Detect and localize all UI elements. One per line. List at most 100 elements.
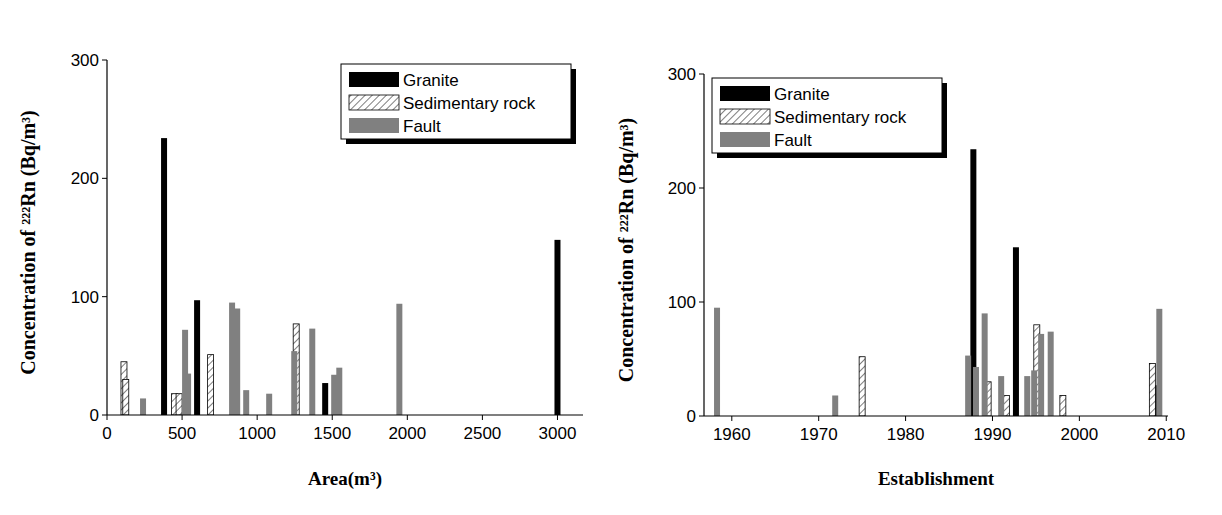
legend-swatch [349, 95, 399, 110]
y-tick [102, 178, 107, 179]
bar [859, 357, 865, 416]
x-tick [107, 415, 108, 420]
bars [714, 149, 1162, 416]
legend: Granite Sedimentary rock Fault [712, 78, 947, 158]
bars [121, 138, 561, 415]
x-tick [407, 415, 408, 420]
x-tick-label: 3000 [539, 424, 577, 443]
bar [185, 374, 191, 415]
bar [234, 309, 240, 416]
x-tick-label: 1970 [800, 425, 838, 444]
x-tick [905, 416, 906, 421]
legend-box [341, 64, 571, 139]
y-tick [102, 296, 107, 297]
x-axis [107, 414, 583, 415]
y-tick [699, 188, 704, 189]
bar [1149, 364, 1155, 416]
bar [1003, 395, 1009, 416]
y-axis-label: Concentration of ²²²Rn (Bq/m³) [17, 110, 40, 375]
bar [229, 303, 235, 415]
x-tick-label: 1500 [313, 424, 351, 443]
y-tick-label: 100 [71, 288, 99, 307]
x-tick-label: 0 [102, 424, 111, 443]
x-tick-label: 1990 [974, 425, 1012, 444]
x-axis-label: Establishment [878, 468, 995, 489]
legend-label: Granite [774, 85, 830, 104]
bar [396, 304, 402, 415]
legend-swatch [349, 72, 399, 87]
bar [266, 394, 272, 415]
y-tick [699, 416, 704, 417]
x-tick-label: 500 [168, 424, 196, 443]
legend-label: Sedimentary rock [774, 108, 907, 127]
y-tick [699, 302, 704, 303]
bar [1024, 376, 1030, 416]
legend-label: Fault [774, 131, 812, 150]
bar [140, 398, 146, 415]
bar [965, 356, 971, 416]
legend-swatch [720, 132, 770, 147]
x-tick [1166, 416, 1167, 421]
y-tick-label: 0 [687, 407, 696, 426]
x-tick-label: 2500 [463, 424, 501, 443]
bar [161, 138, 167, 415]
bar [998, 376, 1004, 416]
x-tick [182, 415, 183, 420]
x-tick-label: 2000 [1060, 425, 1098, 444]
x-tick-label: 2010 [1147, 425, 1185, 444]
x-axis-label: Area(m³) [308, 468, 382, 490]
legend-label: Granite [403, 71, 459, 90]
bar [982, 313, 988, 416]
y-tick [102, 415, 107, 416]
x-tick [557, 415, 558, 420]
x-tick-label: 1000 [238, 424, 276, 443]
bar [1156, 309, 1162, 416]
x-tick [992, 416, 993, 421]
x-tick [731, 416, 732, 421]
bar [1048, 332, 1054, 416]
x-tick [818, 416, 819, 421]
bar [309, 329, 315, 415]
bar [194, 300, 200, 415]
bar [331, 375, 337, 415]
y-tick [102, 60, 107, 61]
chart: 0100200300196019701980199020002010Establ… [615, 65, 1185, 489]
x-tick-label: 1980 [887, 425, 925, 444]
y-axis [106, 60, 107, 415]
legend-swatch [349, 118, 399, 133]
x-tick [482, 415, 483, 420]
chart: 0100200300050010001500200025003000Area(m… [17, 51, 583, 490]
bar [336, 368, 342, 415]
x-tick [332, 415, 333, 420]
y-tick [699, 74, 704, 75]
legend-box [712, 78, 942, 153]
bar [322, 383, 328, 415]
bar [1060, 395, 1066, 416]
x-tick [257, 415, 258, 420]
bar [973, 367, 979, 416]
y-tick-label: 100 [668, 293, 696, 312]
legend-swatch [720, 86, 770, 101]
bar [1031, 370, 1037, 416]
legend-label: Fault [403, 117, 441, 136]
bar [176, 394, 182, 415]
x-tick [1079, 416, 1080, 421]
y-tick-label: 0 [90, 406, 99, 425]
figure: 0100200300050010001500200025003000Area(m… [0, 0, 1222, 515]
y-tick-label: 300 [71, 51, 99, 70]
y-axis [703, 74, 704, 416]
x-tick-label: 2000 [388, 424, 426, 443]
bar [832, 395, 838, 416]
bar [123, 380, 129, 416]
y-tick-label: 300 [668, 65, 696, 84]
x-axis [704, 415, 1168, 416]
y-tick-label: 200 [71, 169, 99, 188]
legend-label: Sedimentary rock [403, 94, 536, 113]
bar [714, 308, 720, 416]
bar [243, 390, 249, 415]
legend: Granite Sedimentary rock Fault [341, 64, 576, 144]
bar [208, 355, 214, 415]
bar [1038, 334, 1044, 416]
bar [1013, 247, 1019, 416]
bar [291, 351, 297, 415]
